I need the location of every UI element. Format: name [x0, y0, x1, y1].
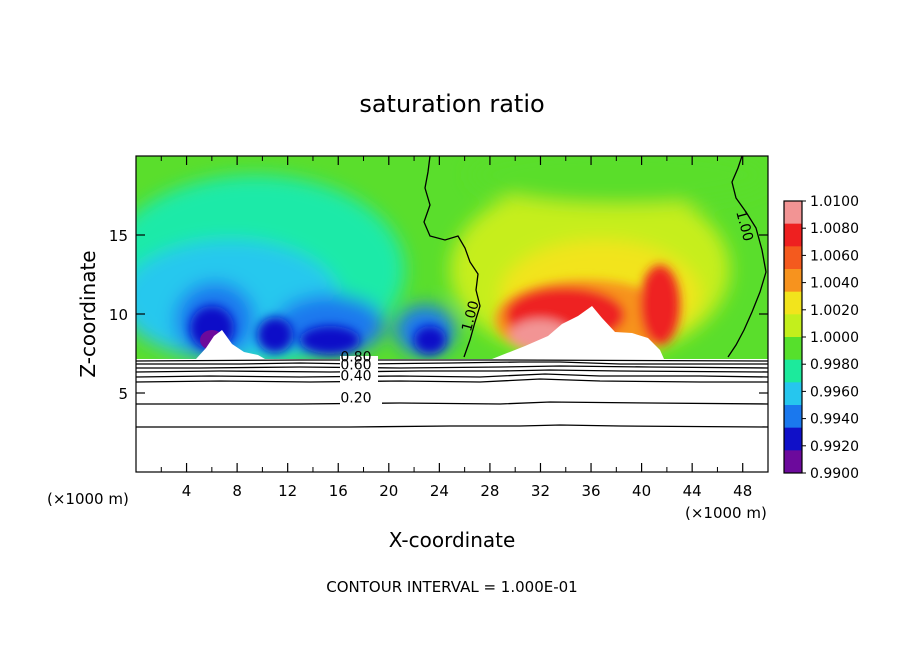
y-axis-label: Z-coordinate: [76, 250, 100, 377]
field-left-darkblue-2: [257, 317, 293, 353]
colorbar-swatch: [784, 223, 802, 247]
colorbar-label: 1.0000: [810, 330, 859, 346]
contour-label: 0.40: [340, 368, 371, 384]
x-tick-label: 32: [531, 482, 550, 500]
colorbar-label: 1.0020: [810, 303, 859, 319]
contour-line: [136, 378, 768, 383]
x-tick-label: 20: [379, 482, 398, 500]
y-axis: 5 10 15: [109, 227, 768, 403]
x-tick-label: 24: [430, 482, 449, 500]
field-right-red-2: [640, 265, 680, 345]
colorbar-swatch: [784, 269, 802, 293]
field-left-darkblue-3: [300, 326, 360, 354]
colorbar-label: 0.9960: [810, 384, 859, 400]
x-tick-label: 28: [480, 482, 499, 500]
colorbar-swatch: [784, 450, 802, 474]
contour-label: 0.80: [340, 349, 371, 365]
colorbar-swatch: [784, 359, 802, 383]
contour-line: [136, 369, 768, 373]
colorbar-label: 0.9940: [810, 412, 859, 428]
contour-line-1-00-right: [727, 156, 767, 358]
colorbar: 1.0100 1.0080 1.0060 1.0040 1.0020 1.0000 0.99…: [783, 194, 859, 482]
colorbar-swatch: [784, 405, 802, 429]
x-tick-label: 4: [182, 482, 192, 500]
colorbar-swatch: [784, 427, 802, 451]
colorbar-label: 0.9980: [810, 357, 859, 373]
contour-label: 0.60: [340, 357, 371, 373]
white-patch-right: [492, 306, 664, 359]
colorbar-swatch: [784, 291, 802, 315]
colorbar-label: 1.0100: [810, 194, 859, 210]
contour-label: 0.20: [340, 390, 371, 406]
colorbar-swatch: [784, 382, 802, 406]
colorbar-label: 1.0060: [810, 248, 859, 264]
field-top-green: [470, 156, 768, 205]
y-tick-label: 5: [118, 385, 128, 403]
x-tick-label: 48: [733, 482, 752, 500]
chart-title: saturation ratio: [359, 90, 544, 118]
contour-label: 1.00: [459, 299, 483, 333]
x-axis-label: X-coordinate: [389, 528, 516, 552]
contour-labels: 1.00 1.00 0.800.600.40 0.20: [340, 209, 755, 407]
x-tick-label: 12: [278, 482, 297, 500]
contour-label-bg: [340, 396, 382, 410]
y-tick-label: 15: [109, 227, 128, 245]
subcloud-region: [136, 359, 768, 472]
colorbar-label: 0.9920: [810, 439, 859, 455]
contour-line: [136, 365, 768, 369]
x-tick-label: 44: [683, 482, 702, 500]
contour-line: [136, 361, 768, 365]
colorbar-label: 1.0080: [810, 221, 859, 237]
x-tick-label: 40: [632, 482, 651, 500]
x-tick-label: 16: [329, 482, 348, 500]
contour-interval-note: CONTOUR INTERVAL = 1.000E-01: [326, 578, 577, 596]
y-tick-label: 10: [109, 306, 128, 324]
colorbar-label: 1.0040: [810, 276, 859, 292]
subcloud-contours: [136, 359, 768, 428]
colorbar-swatch: [784, 337, 802, 361]
colorbar-swatch: [784, 314, 802, 338]
x-tick-label: 36: [581, 482, 600, 500]
contour-label-bg: [340, 356, 378, 388]
x-unit-left: (×1000 m): [47, 490, 129, 508]
contour-label: 1.00: [732, 209, 756, 243]
contour-line: [136, 424, 768, 428]
contour-line-1-00-left: [423, 156, 481, 358]
x-unit-right: (×1000 m): [685, 504, 767, 522]
colorbar-swatch: [784, 246, 802, 270]
colorbar-label: 0.9900: [810, 466, 859, 482]
x-tick-label: 8: [232, 482, 242, 500]
contour-line: [136, 401, 768, 405]
field-left-darkblue-4: [414, 326, 446, 354]
contour-line: [136, 359, 768, 362]
contour-line: [136, 373, 768, 378]
white-patch-left: [196, 330, 265, 359]
saturation-field: [136, 156, 768, 472]
colorbar-swatch: [784, 201, 802, 225]
x-axis: 4 8 12 16 20 24 28 32 36 40 44 48: [160, 156, 752, 500]
